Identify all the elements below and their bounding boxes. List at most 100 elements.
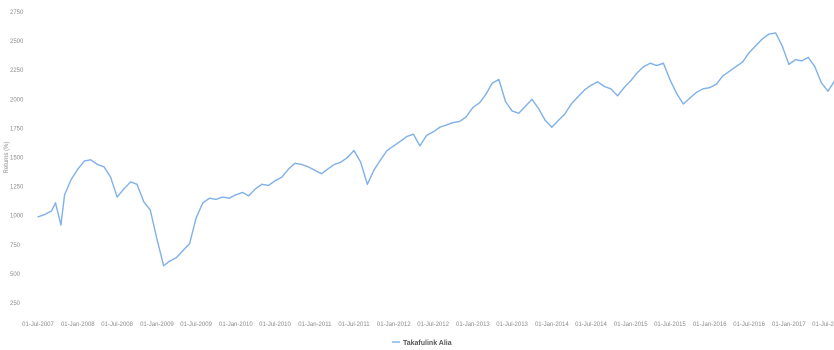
data-point <box>827 90 829 92</box>
x-tick-label: 01-Jan-2017 <box>772 322 806 328</box>
data-point <box>261 183 263 185</box>
data-point <box>70 179 72 181</box>
data-point <box>491 82 493 84</box>
data-point <box>274 180 276 182</box>
y-tick-label: 2000 <box>10 97 24 103</box>
data-point <box>195 217 197 219</box>
data-point <box>722 75 724 77</box>
x-tick-label: 01-Jan-2015 <box>614 322 648 328</box>
data-point <box>669 78 671 81</box>
data-point <box>228 197 230 199</box>
data-point <box>498 78 500 81</box>
data-point <box>662 62 665 64</box>
data-point <box>83 160 86 162</box>
data-point <box>570 103 572 105</box>
data-point <box>202 202 204 204</box>
x-tick-label: 01-Jul-2015 <box>654 322 686 328</box>
data-point <box>314 169 316 171</box>
data-point <box>143 201 145 203</box>
data-point <box>583 89 586 91</box>
data-point <box>728 70 730 72</box>
data-point <box>90 159 92 161</box>
y-tick-label: 2500 <box>10 39 24 45</box>
x-tick-label: 01-Jan-2012 <box>377 322 411 328</box>
data-point <box>755 45 757 47</box>
x-tick-label: 01-Jul-2011 <box>338 322 370 328</box>
data-point <box>630 80 632 82</box>
data-point <box>307 166 309 168</box>
data-point <box>412 133 415 135</box>
data-point <box>544 119 546 121</box>
data-point <box>366 183 368 185</box>
data-point <box>814 66 816 68</box>
data-point <box>281 176 283 178</box>
legend-label: Takafulink Alia <box>403 340 452 347</box>
data-point <box>373 169 375 171</box>
data-point <box>50 210 53 212</box>
data-point <box>616 95 619 97</box>
data-point <box>695 91 698 93</box>
data-point <box>182 250 184 252</box>
data-point <box>623 87 625 89</box>
x-tick-label: 01-Jul-2016 <box>733 322 765 328</box>
x-tick-label: 01-Jul-2012 <box>417 322 449 328</box>
data-point <box>287 168 290 170</box>
y-tick-label: 500 <box>10 272 21 278</box>
data-point <box>768 33 770 35</box>
y-tick-label: 2250 <box>10 68 24 74</box>
data-point <box>254 188 256 190</box>
data-point <box>169 260 171 262</box>
data-point <box>320 173 323 175</box>
data-point <box>551 126 553 128</box>
y-tick-label: 250 <box>10 301 21 307</box>
data-point <box>123 188 125 190</box>
data-point <box>504 101 507 103</box>
series-layer <box>37 32 834 267</box>
x-tick-label: 01-Jul-2010 <box>259 322 291 328</box>
data-point <box>676 92 678 95</box>
data-point <box>597 81 599 83</box>
x-tick-label: 01-Jan-2016 <box>693 322 727 328</box>
data-point <box>54 202 57 204</box>
y-tick-label: 1750 <box>10 126 24 132</box>
x-tick-label: 01-Jul-2013 <box>496 322 528 328</box>
data-point <box>801 60 803 62</box>
data-point <box>445 124 448 126</box>
data-point <box>511 110 513 112</box>
data-point <box>465 116 467 118</box>
data-point <box>103 166 105 168</box>
x-tick-label: 01-Jul-2014 <box>575 322 607 328</box>
data-point <box>360 161 362 163</box>
y-tick-label: 1250 <box>10 185 24 191</box>
data-point <box>563 113 566 116</box>
data-point <box>459 120 461 123</box>
data-point <box>524 105 527 107</box>
data-point <box>379 159 382 161</box>
data-point <box>163 265 165 267</box>
data-point <box>735 66 737 68</box>
y-tick-label: 1500 <box>10 156 24 162</box>
data-point <box>215 198 217 200</box>
data-point <box>222 196 224 198</box>
x-tick-label: 01-Jan-2011 <box>298 322 332 328</box>
data-point <box>741 61 744 63</box>
data-point <box>748 52 750 54</box>
data-point <box>557 119 560 121</box>
data-point <box>715 83 718 85</box>
y-tick-label: 1000 <box>10 214 24 220</box>
data-point <box>682 103 684 105</box>
y-axis-ticks: 250 500 750 1000 1250 1500 1750 2000 2250 2500 275… <box>10 10 24 307</box>
data-point <box>538 108 540 110</box>
x-tick-label: 01-Jul-2009 <box>180 322 212 328</box>
data-point <box>636 71 639 74</box>
data-point <box>590 84 592 86</box>
data-point <box>44 213 46 216</box>
data-point <box>149 209 151 211</box>
data-point <box>432 131 434 133</box>
data-point <box>235 194 237 196</box>
data-point <box>820 82 823 84</box>
x-tick-label: 01-Jan-2010 <box>219 322 253 328</box>
y-axis-title: Returns (%) <box>4 141 10 173</box>
data-point <box>37 216 39 218</box>
